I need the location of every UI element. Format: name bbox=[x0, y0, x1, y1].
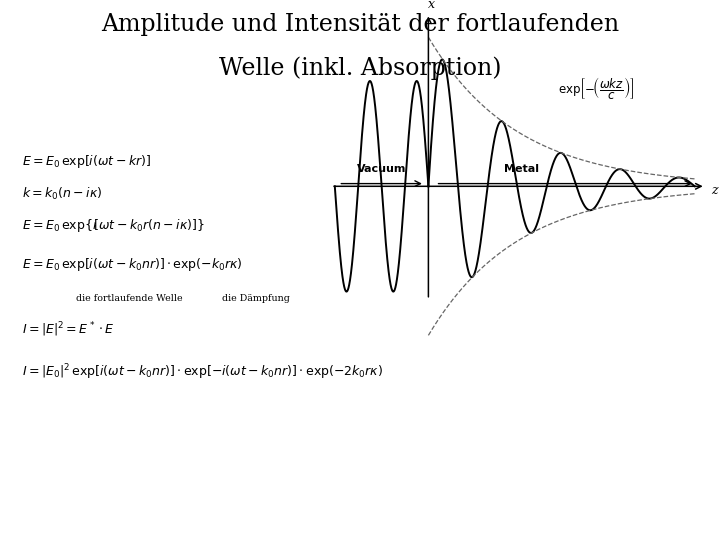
Text: $I = |E|^2 = E^* \cdot E$: $I = |E|^2 = E^* \cdot E$ bbox=[22, 320, 114, 339]
Text: $E = E_0\,\exp\!\left[i(\omega t - k_0 nr)\right]\cdot\exp(-k_0 r\kappa)$: $E = E_0\,\exp\!\left[i(\omega t - k_0 n… bbox=[22, 256, 243, 273]
Text: $I = |E_0|^2\,\exp\!\left[i(\omega t - k_0 nr)\right]\cdot\exp\!\left[-i(\omega : $I = |E_0|^2\,\exp\!\left[i(\omega t - k… bbox=[22, 363, 383, 382]
Text: $\exp\!\left[-\!\left(\dfrac{\omega kz}{c}\right)\right]$: $\exp\!\left[-\!\left(\dfrac{\omega kz}{… bbox=[558, 76, 635, 102]
Text: $E = E_0\,\exp\!\left[i(\omega t - kr)\right]$: $E = E_0\,\exp\!\left[i(\omega t - kr)\r… bbox=[22, 153, 150, 171]
Text: $k = k_0(n - i\kappa)$: $k = k_0(n - i\kappa)$ bbox=[22, 186, 102, 202]
Text: Amplitude und Intensität der fortlaufenden: Amplitude und Intensität der fortlaufend… bbox=[101, 14, 619, 37]
Text: z: z bbox=[711, 184, 717, 197]
Text: x: x bbox=[428, 0, 435, 11]
Text: Vacuum: Vacuum bbox=[357, 164, 406, 174]
Text: Metal: Metal bbox=[504, 164, 539, 174]
Text: Welle (inkl. Absorption): Welle (inkl. Absorption) bbox=[219, 57, 501, 80]
Text: $E = E_0\,\exp\!\left\{i\!\left[\omega t - k_0 r(n - i\kappa)\right]\right\}$: $E = E_0\,\exp\!\left\{i\!\left[\omega t… bbox=[22, 217, 204, 234]
Text: die Dämpfung: die Dämpfung bbox=[222, 294, 289, 303]
Text: die fortlaufende Welle: die fortlaufende Welle bbox=[76, 294, 183, 303]
